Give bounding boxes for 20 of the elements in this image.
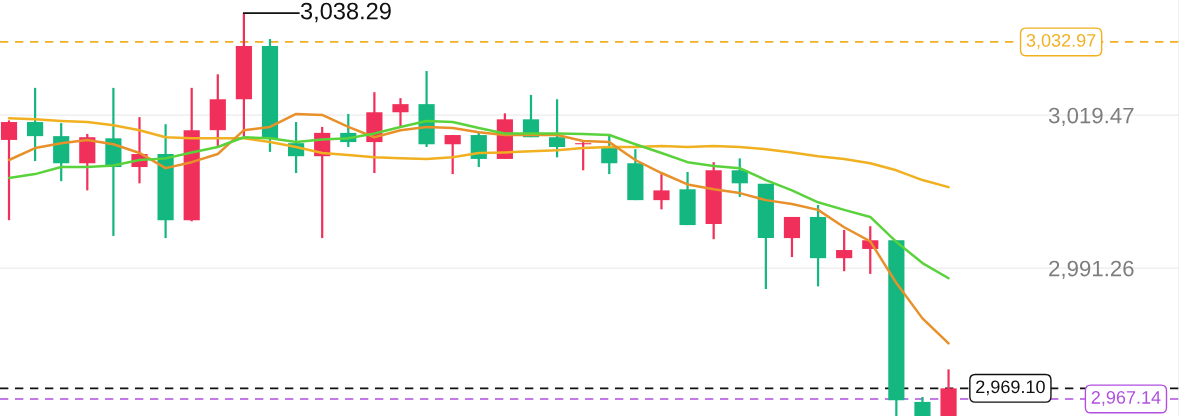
y-tick-label: 3,019.47: [1048, 107, 1134, 127]
candlestick: [392, 97, 409, 129]
candlestick: [653, 172, 670, 211]
ref-line-label: 2,967.14: [1091, 391, 1161, 406]
ref-line-label: 3,032.97: [1026, 33, 1096, 49]
line-series: [7, 119, 950, 280]
line-series: [7, 112, 950, 345]
candlestick: [470, 131, 487, 169]
candlestick: [731, 157, 748, 198]
candlestick: [548, 98, 566, 159]
line-series: [7, 116, 950, 189]
candlestick: [836, 228, 853, 273]
annotation: 3,038.29: [300, 2, 391, 23]
candlestick: [0, 119, 18, 222]
ref-line-label: 2,969.10: [976, 380, 1045, 396]
candlestick: [27, 86, 44, 163]
candlestick: [914, 395, 931, 416]
y-tick-label: 2,991.26: [1049, 260, 1134, 280]
candlestick: [444, 133, 461, 176]
candlestick: [783, 215, 801, 259]
